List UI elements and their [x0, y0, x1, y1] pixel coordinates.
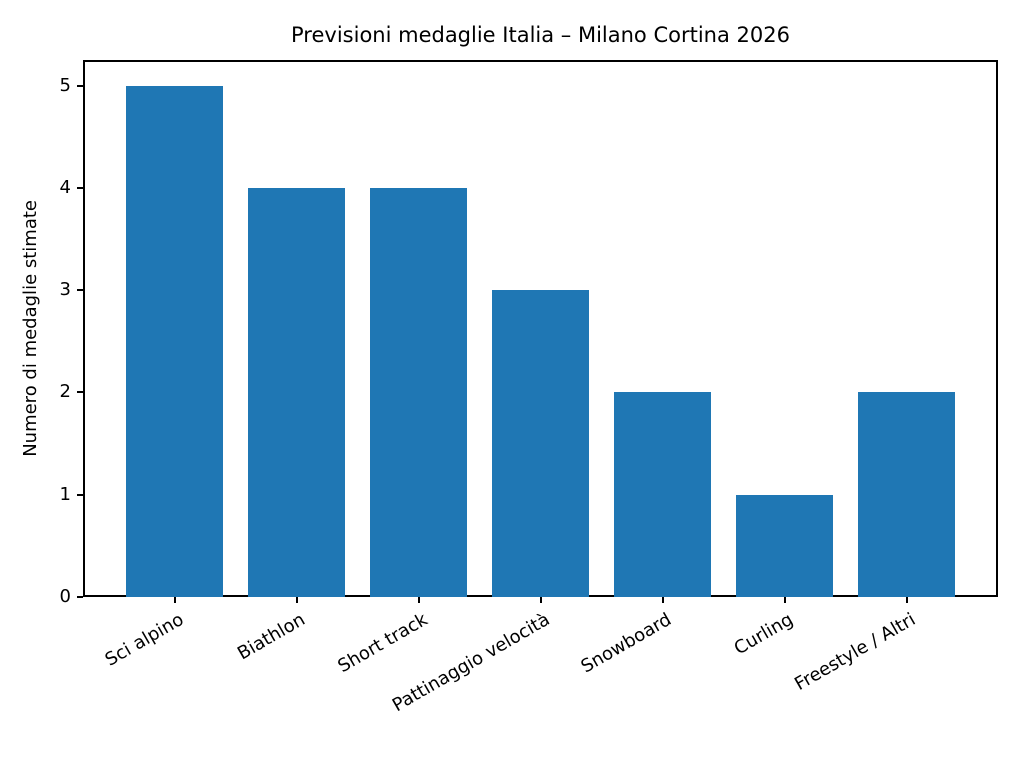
y-tick-label: 1 [59, 483, 71, 505]
y-tick-label: 2 [59, 381, 71, 403]
x-tick-mark [661, 597, 664, 603]
bar-freestyle-altri [857, 392, 956, 597]
x-tick-label: Curling [730, 609, 797, 660]
y-tick-mark [77, 84, 83, 87]
x-tick-mark [417, 597, 420, 603]
x-tick-label: Biathlon [234, 609, 309, 665]
y-tick-label: 0 [59, 586, 71, 607]
x-tick-mark [295, 597, 298, 603]
y-axis-label-container: Numero di medaglie stimate [16, 60, 44, 597]
y-tick-label: 3 [59, 279, 71, 301]
bar-short-track [369, 187, 468, 597]
y-tick-mark [77, 289, 83, 292]
y-tick-label: 4 [59, 176, 71, 198]
x-tick-mark [173, 597, 176, 603]
x-tick-label: Short track [334, 609, 431, 678]
y-tick-mark [77, 186, 83, 189]
y-tick-mark [77, 391, 83, 394]
y-axis-label: Numero di medaglie stimate [19, 200, 41, 457]
x-tick-mark [783, 597, 786, 603]
bar-biathlon [247, 187, 346, 597]
chart-title: Previsioni medaglie Italia – Milano Cort… [291, 23, 790, 47]
x-tick-label: Sci alpino [101, 609, 187, 671]
x-tick-mark [539, 597, 542, 603]
y-tick-mark [77, 493, 83, 496]
bar-sci-alpino [125, 85, 224, 597]
y-tick-mark [77, 596, 83, 598]
bar-snowboard [613, 392, 712, 597]
y-tick-label: 5 [59, 74, 71, 96]
x-tick-mark [905, 597, 908, 603]
x-tick-label: Freestyle / Altri [791, 609, 919, 696]
bar-pattinaggio-velocit- [491, 290, 590, 597]
bar-curling [735, 494, 834, 597]
x-tick-label: Snowboard [577, 609, 675, 678]
